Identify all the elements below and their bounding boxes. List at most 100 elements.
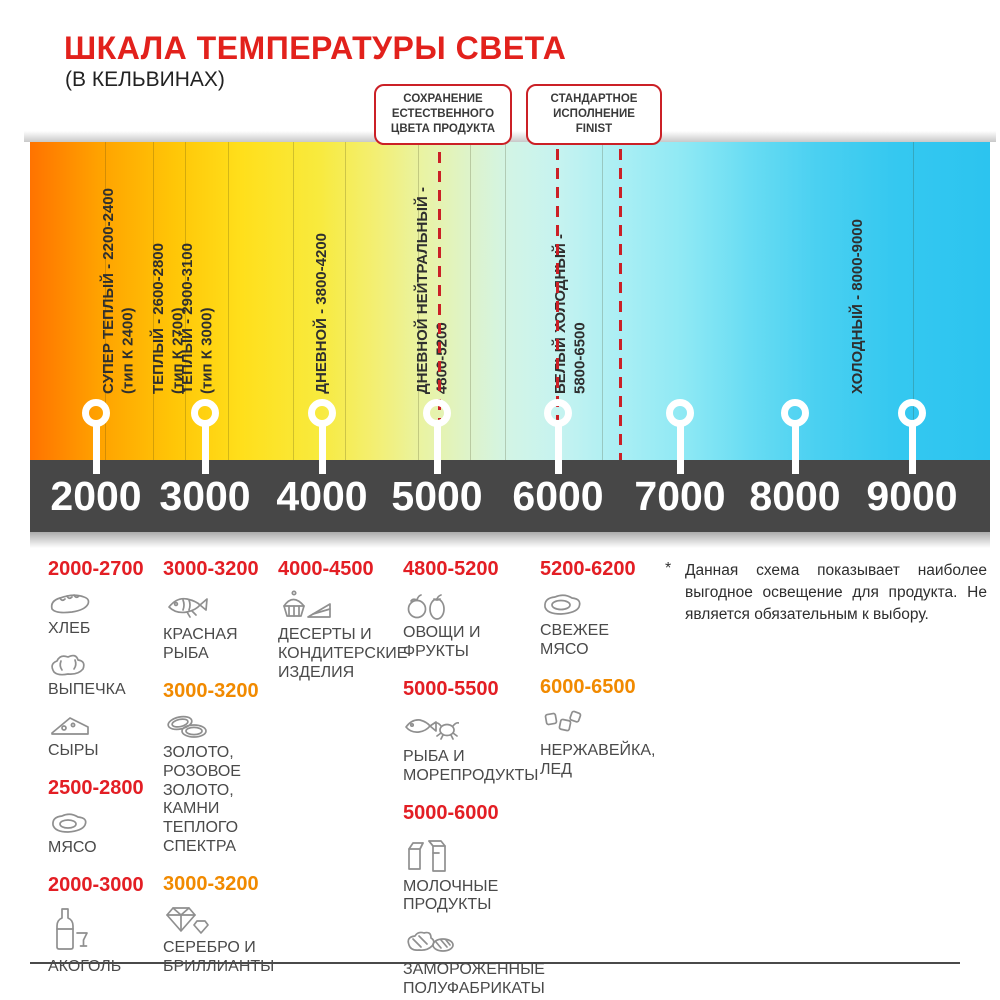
range-heading: 3000-3200 (163, 873, 259, 895)
band-label-daylight-neutral: ДНЕВНОЙ НЕЙТРАЛЬНЫЙ -4800-5200 (414, 186, 451, 394)
product-column-5: 5200-6200 СВЕЖЕЕ МЯСО 6000-6500 НЕРЖАВЕЙ… (540, 558, 658, 791)
product-label: МОЛОЧНЫЕ ПРОДУКТЫ (403, 877, 499, 914)
band-separator (470, 142, 471, 460)
band-separator (293, 142, 294, 460)
band-label-warm-3000: ТЕПЛЫЙ - 2900-3100 (тип К 3000) (179, 242, 216, 394)
footnote-asterisk: * (665, 560, 672, 577)
product-item: ВЫПЕЧКА (48, 650, 160, 700)
alcohol-icon (48, 905, 160, 955)
tick-label: 8000 (749, 473, 841, 519)
product-column-4: 4800-5200 ОВОЩИ И ФРУКТЫ 5000-5500 РЫБА … (403, 558, 563, 1000)
product-column-3: 4000-4500 ДЕСЕРТЫ И КОНДИТЕРСКИЕ ИЗДЕЛИЯ (278, 558, 408, 694)
band-separator (153, 142, 154, 460)
product-label: РЫБА И МОРЕПРОДУКТЫ (403, 747, 539, 784)
produce-icon (403, 589, 563, 621)
band-separator (505, 142, 506, 460)
callout-line: СТАНДАРТНОЕ (550, 93, 638, 105)
footnote-text: Данная схема показывает наиболее выгодно… (685, 562, 987, 623)
band-separator (105, 142, 106, 460)
product-label: НЕРЖАВЕЙКА, ЛЕД (540, 741, 656, 778)
color-gradient-bar: СУПЕР ТЕПЛЫЙ - 2200-2400 (тип К 2400) ТЕП… (30, 142, 990, 474)
dairy-icon (403, 833, 563, 875)
seafood-icon (403, 709, 563, 745)
range-heading: 5000-6000 (403, 801, 499, 824)
band-separator (228, 142, 229, 460)
fish-icon (163, 589, 295, 623)
bottom-divider (30, 962, 960, 964)
callout-line: СОХРАНЕНИЕ (403, 93, 483, 105)
dessert-icon (278, 589, 400, 623)
axis-shadow (30, 532, 990, 548)
band-separator (418, 142, 419, 460)
page-subtitle: (В КЕЛЬВИНАХ) (65, 68, 225, 91)
product-label: СЫРЫ (48, 741, 99, 759)
tick-label: 5000 (391, 473, 483, 519)
bread-icon (48, 589, 160, 617)
band-label-super-warm: СУПЕР ТЕПЛЫЙ - 2200-2400 (тип К 2400) (100, 188, 137, 394)
tick-label: 9000 (866, 473, 958, 519)
dashed-connector (556, 130, 559, 460)
range-heading: 3000-3200 (163, 679, 259, 702)
range-heading: 3000-3200 (163, 558, 259, 580)
product-item: ЗАМОРОЖЕННЫЕ ПОЛУФАБРИКАТЫ (403, 926, 563, 999)
callout-line: ЦВЕТА ПРОДУКТА (390, 122, 496, 135)
product-item: ОВОЩИ И ФРУКТЫ (403, 589, 563, 662)
product-item: РЫБА И МОРЕПРОДУКТЫ (403, 709, 563, 786)
range-heading: 2500-2800 (48, 776, 144, 799)
band-separator (602, 142, 603, 460)
product-item: СВЕЖЕЕ МЯСО (540, 589, 658, 660)
range-heading: 4000-4500 (278, 558, 374, 580)
product-item: МОЛОЧНЫЕ ПРОДУКТЫ (403, 833, 563, 916)
range-heading: 6000-6500 (540, 675, 636, 698)
range-heading: 4800-5200 (403, 558, 499, 580)
product-item: ЗОЛОТО, РОЗОВОЕ ЗОЛОТО, КАМНИ ТЕПЛОГО СП… (163, 711, 295, 857)
steak-icon (540, 589, 658, 619)
range-heading: 2000-2700 (48, 558, 144, 580)
callout-standard-finist: СТАНДАРТНОЕ ИСПОЛНЕНИЕ FINIST (526, 84, 662, 145)
product-item: НЕРЖАВЕЙКА, ЛЕД (540, 707, 658, 780)
product-label: КРАСНАЯ РЫБА (163, 626, 238, 662)
footnote: * Данная схема показывает наиболее выгод… (665, 560, 987, 626)
ice-icon (540, 707, 658, 739)
product-item: МЯСО (48, 808, 160, 858)
band-label-daylight: ДНЕВНОЙ - 3800-4200 (313, 233, 330, 394)
product-label: ВЫПЕЧКА (48, 680, 126, 698)
product-column-2: 3000-3200 КРАСНАЯ РЫБА 3000-3200 ЗОЛОТО,… (163, 558, 295, 988)
product-item: КРАСНАЯ РЫБА (163, 589, 295, 664)
band-separator (913, 142, 914, 460)
tick-label: 6000 (512, 473, 604, 519)
diamond-icon (163, 904, 295, 936)
dashed-connector (619, 130, 622, 460)
product-label: ОВОЩИ И ФРУКТЫ (403, 624, 481, 660)
frozen-icon (403, 926, 563, 958)
product-item: АКОГОЛЬ (48, 905, 160, 977)
tick-label: 2000 (50, 473, 142, 519)
callout-line: ИСПОЛНЕНИЕ (553, 107, 635, 120)
range-heading: 2000-3000 (48, 873, 144, 896)
cheese-icon (48, 711, 160, 739)
product-label: ДЕСЕРТЫ И КОНДИТЕРСКИЕ ИЗДЕЛИЯ (278, 626, 408, 681)
page-title: ШКАЛА ТЕМПЕРАТУРЫ СВЕТА (64, 30, 567, 66)
product-item: СЫРЫ (48, 711, 160, 761)
product-label: СЕРЕБРО И БРИЛЛИАНТЫ (163, 939, 275, 975)
tick-label: 3000 (159, 473, 251, 519)
callout-natural-color: СОХРАНЕНИЕ ЕСТЕСТВЕННОГО ЦВЕТА ПРОДУКТА (374, 84, 512, 145)
temperature-scale: СУПЕР ТЕПЛЫЙ - 2200-2400 (тип К 2400) ТЕП… (24, 131, 996, 548)
product-item: СЕРЕБРО И БРИЛЛИАНТЫ (163, 904, 295, 977)
band-separator (345, 142, 346, 460)
kelvin-axis: 2000 3000 4000 5000 6000 7000 8000 9000 (30, 460, 990, 532)
product-label: МЯСО (48, 838, 97, 856)
callout-line: ЕСТЕСТВЕННОГО (391, 107, 495, 120)
product-label: СВЕЖЕЕ МЯСО (540, 622, 610, 658)
product-label: ХЛЕБ (48, 620, 91, 637)
band-label-cold: ХОЛОДНЫЙ - 8000-9000 (849, 219, 866, 394)
range-heading: 5200-6200 (540, 558, 636, 580)
product-column-1: 2000-2700 ХЛЕБ ВЫПЕЧКА СЫРЫ 2500-2800 МЯ… (48, 558, 160, 987)
rings-icon (163, 711, 295, 741)
range-heading: 5000-5500 (403, 677, 499, 700)
product-item: ДЕСЕРТЫ И КОНДИТЕРСКИЕ ИЗДЕЛИЯ (278, 589, 408, 683)
product-label: ЗАМОРОЖЕННЫЕ ПОЛУФАБРИКАТЫ (403, 961, 545, 998)
band-separator (185, 142, 186, 460)
product-label: ЗОЛОТО, РОЗОВОЕ ЗОЛОТО, КАМНИ ТЕПЛОГО СП… (163, 743, 241, 856)
